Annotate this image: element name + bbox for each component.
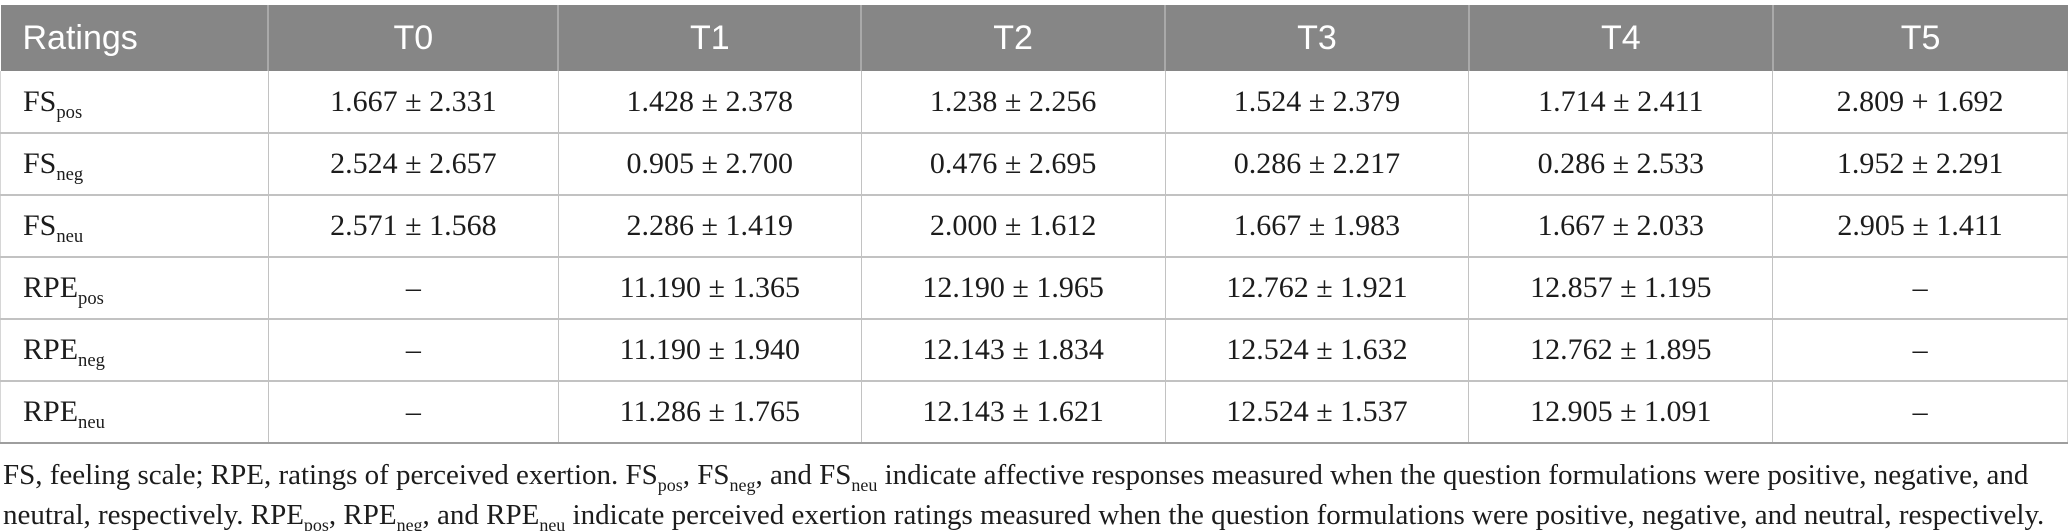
cell-value: – — [267, 256, 559, 320]
row-label-subscript: neu — [78, 412, 105, 433]
row-label-main: FS — [23, 209, 57, 242]
cell-value: 1.667 ± 2.331 — [267, 71, 559, 134]
column-header-t5: T5 — [1771, 5, 2068, 71]
cell-value: 12.762 ± 1.895 — [1468, 318, 1774, 382]
cell-value: 1.428 ± 2.378 — [557, 71, 862, 134]
cell-value: 1.952 ± 2.291 — [1772, 132, 2068, 196]
cell-value: 12.524 ± 1.537 — [1164, 380, 1470, 444]
column-header-t4: T4 — [1467, 5, 1773, 71]
cell-value: 12.905 ± 1.091 — [1468, 380, 1774, 444]
cell-value: 1.714 ± 2.411 — [1468, 71, 1774, 134]
cell-value: 12.190 ± 1.965 — [860, 256, 1166, 320]
cell-value: 2.000 ± 1.612 — [860, 194, 1166, 258]
table-row: FSneg 2.524 ± 2.657 0.905 ± 2.700 0.476 … — [0, 132, 2068, 196]
cell-value: 2.286 ± 1.419 — [557, 194, 862, 258]
cell-value: 1.238 ± 2.256 — [860, 71, 1166, 134]
row-label-subscript: neg — [78, 350, 105, 371]
cell-value: 12.524 ± 1.632 — [1164, 318, 1470, 382]
column-header-t1: T1 — [557, 5, 862, 71]
table-row: RPEneu – 11.286 ± 1.765 12.143 ± 1.621 1… — [0, 380, 2068, 444]
cell-value: 12.857 ± 1.195 — [1468, 256, 1774, 320]
row-label-fs-neg: FSneg — [0, 132, 269, 196]
row-label-rpe-pos: RPEpos — [0, 256, 269, 320]
row-label-subscript: pos — [56, 101, 83, 123]
cell-value: 0.905 ± 2.700 — [557, 132, 862, 196]
column-header-t0: T0 — [267, 5, 559, 71]
cell-value: 12.762 ± 1.921 — [1164, 256, 1470, 320]
row-label-rpe-neu: RPEneu — [0, 380, 269, 444]
cell-value: 0.286 ± 2.533 — [1468, 132, 1774, 196]
cell-value: – — [267, 318, 559, 382]
row-label-main: FS — [23, 84, 57, 118]
row-label-subscript: neg — [56, 164, 84, 185]
table-row: FSneu 2.571 ± 1.568 2.286 ± 1.419 2.000 … — [0, 194, 2068, 258]
ratings-table: Ratings T0 T1 T2 T3 T4 T5 FSpos 1.667 ± … — [0, 5, 2068, 444]
cell-value: 2.524 ± 2.657 — [267, 132, 559, 196]
cell-value: – — [1772, 380, 2068, 444]
table-body: FSpos 1.667 ± 2.331 1.428 ± 2.378 1.238 … — [0, 71, 2068, 444]
cell-value: 0.476 ± 2.695 — [860, 132, 1166, 196]
column-header-ratings: Ratings — [0, 5, 269, 71]
cell-value: – — [1772, 256, 2068, 320]
row-label-main: RPE — [23, 395, 79, 428]
table-header: Ratings T0 T1 T2 T3 T4 T5 — [0, 5, 2068, 71]
cell-value: 11.190 ± 1.940 — [557, 318, 862, 382]
cell-value: 1.667 ± 1.983 — [1164, 194, 1470, 258]
row-label-main: FS — [23, 147, 57, 180]
table-footnote: FS, feeling scale; RPE, ratings of perce… — [3, 459, 2045, 531]
row-label-main: RPE — [23, 271, 79, 304]
column-header-t2: T2 — [860, 5, 1166, 71]
cell-value: 1.524 ± 2.379 — [1164, 71, 1470, 134]
table-row: FSpos 1.667 ± 2.331 1.428 ± 2.378 1.238 … — [0, 71, 2068, 134]
table-row: RPEneg – 11.190 ± 1.940 12.143 ± 1.834 1… — [0, 318, 2068, 382]
cell-value: 12.143 ± 1.621 — [860, 380, 1166, 444]
cell-value: 11.286 ± 1.765 — [557, 380, 862, 444]
row-label-subscript: neu — [56, 226, 84, 247]
row-label-fs-neu: FSneu — [0, 194, 269, 258]
cell-value: 0.286 ± 2.217 — [1164, 132, 1470, 196]
row-label-main: RPE — [23, 333, 79, 366]
cell-value: 1.667 ± 2.033 — [1468, 194, 1774, 258]
cell-value: – — [1772, 318, 2068, 382]
column-header-t3: T3 — [1164, 5, 1469, 71]
cell-value: 2.809 + 1.692 — [1772, 71, 2068, 134]
row-label-subscript: pos — [78, 288, 104, 309]
cell-value: 2.905 ± 1.411 — [1772, 194, 2068, 258]
cell-value: 12.143 ± 1.834 — [860, 318, 1166, 382]
cell-value: 2.571 ± 1.568 — [267, 194, 559, 258]
table-row: RPEpos – 11.190 ± 1.365 12.190 ± 1.965 1… — [0, 256, 2068, 320]
cell-value: – — [267, 380, 559, 444]
cell-value: 11.190 ± 1.365 — [557, 256, 862, 320]
row-label-fs-pos: FSpos — [0, 71, 269, 134]
row-label-rpe-neg: RPEneg — [0, 318, 269, 382]
header-row: Ratings T0 T1 T2 T3 T4 T5 — [0, 5, 2068, 71]
